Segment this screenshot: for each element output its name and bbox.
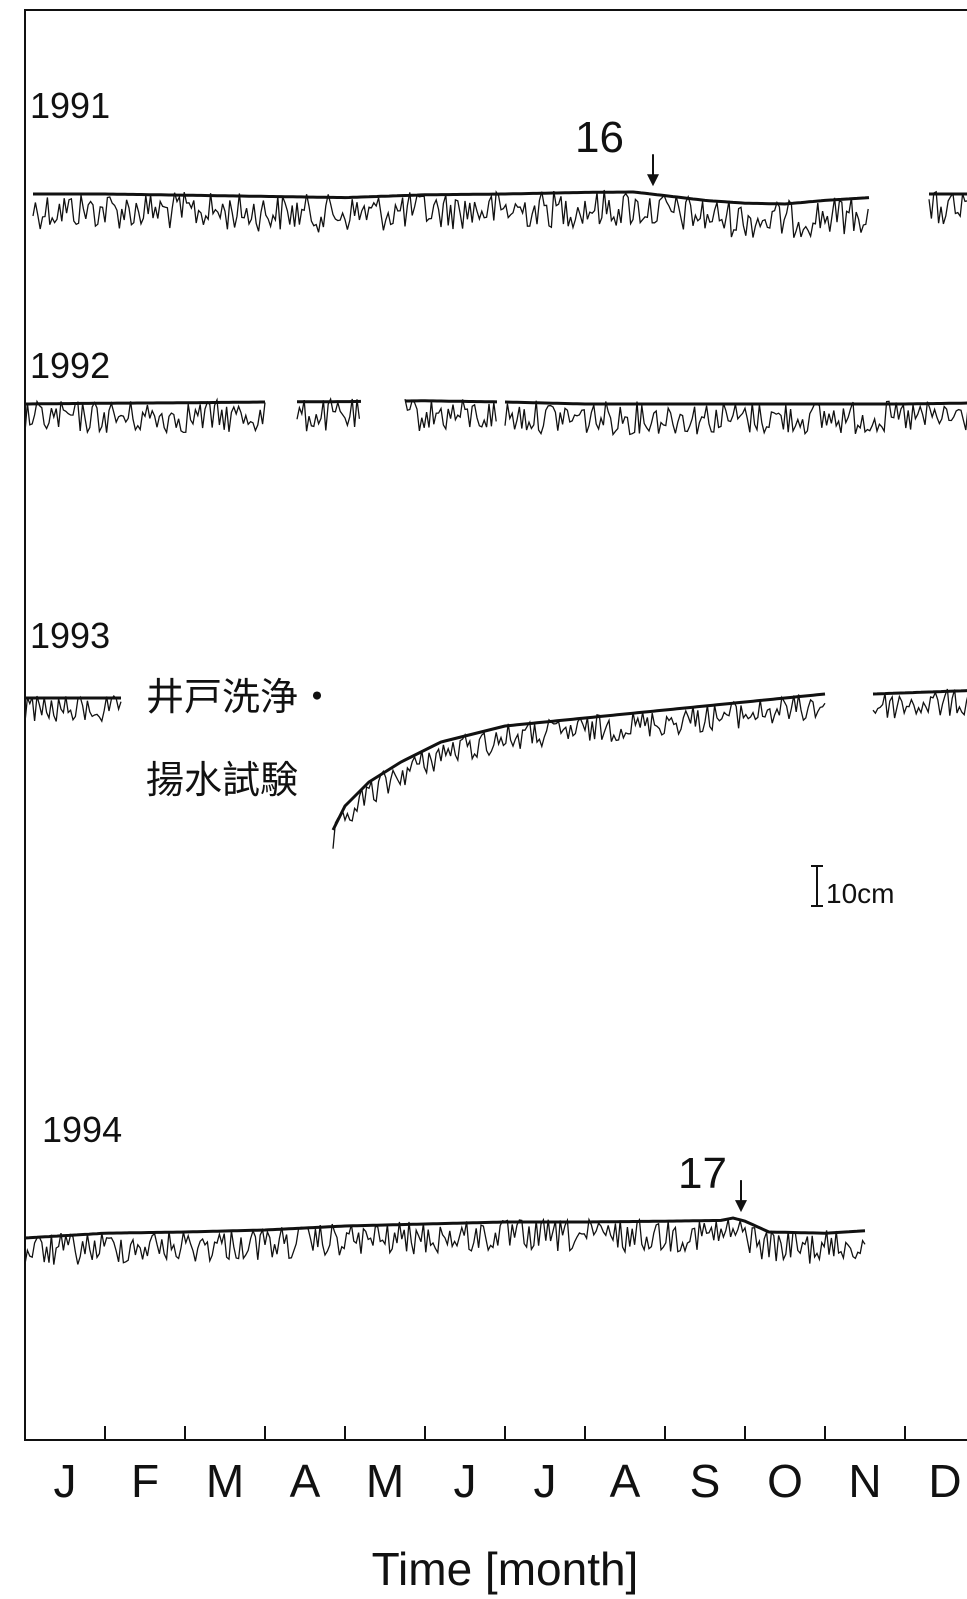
x-tick-label-2: M	[206, 1455, 244, 1507]
note-line-1: 井戸洗浄・	[146, 675, 336, 719]
note-line-2: 揚水試験	[146, 758, 298, 802]
trend-line-1993-seg-1	[331, 692, 826, 831]
trend-line-1992-seg-0	[25, 400, 265, 406]
raw-line-1991-seg-0	[32, 189, 869, 239]
data-layer	[24, 154, 967, 1265]
panel-label-1991: 1991	[30, 85, 110, 126]
trend-line-1993-seg-2	[872, 689, 967, 696]
scale-bar-label: 10cm	[826, 878, 894, 909]
raw-line-1993-seg-0	[24, 694, 122, 723]
raw-line-1993-seg-1	[332, 694, 826, 849]
scale-bar	[811, 865, 823, 907]
trend-line-1991-seg-0	[33, 190, 870, 206]
x-tick-label-5: J	[454, 1455, 477, 1507]
x-tick-label-3: A	[290, 1455, 321, 1507]
x-tick-label-6: J	[534, 1455, 557, 1507]
raw-line-1993-seg-2	[872, 688, 967, 719]
raw-line-1992-seg-1	[296, 397, 361, 432]
event-label-16: 16	[575, 113, 624, 162]
event-arrowhead-17	[735, 1200, 747, 1213]
event-arrowhead-16	[647, 174, 659, 187]
x-tick-label-4: M	[366, 1455, 404, 1507]
raw-line-1992-seg-0	[24, 397, 266, 435]
x-tick-label-9: O	[767, 1455, 803, 1507]
x-tick-label-0: J	[54, 1455, 77, 1507]
x-tick-label-11: D	[928, 1455, 961, 1507]
raw-line-1992-seg-3	[504, 400, 967, 437]
raw-line-1992-seg-2	[404, 398, 497, 432]
x-tick-label-8: S	[690, 1455, 721, 1507]
panel-label-1994: 1994	[42, 1109, 122, 1150]
x-tick-label-10: N	[848, 1455, 881, 1507]
trend-line-1992-seg-3	[504, 400, 967, 406]
trend-line-1992-seg-2	[405, 399, 498, 404]
plot-frame	[24, 9, 967, 1441]
raw-line-1991-seg-1	[928, 190, 967, 225]
panel-label-1992: 1992	[30, 345, 110, 386]
trend-line-1994-seg-0	[24, 1216, 866, 1240]
raw-line-1994-seg-0	[24, 1217, 866, 1265]
x-tick-label-1: F	[131, 1455, 159, 1507]
x-tick-label-7: A	[610, 1455, 641, 1507]
panel-label-1993: 1993	[30, 615, 110, 656]
event-label-17: 17	[678, 1149, 727, 1198]
x-axis-title: Time [month]	[372, 1543, 639, 1595]
